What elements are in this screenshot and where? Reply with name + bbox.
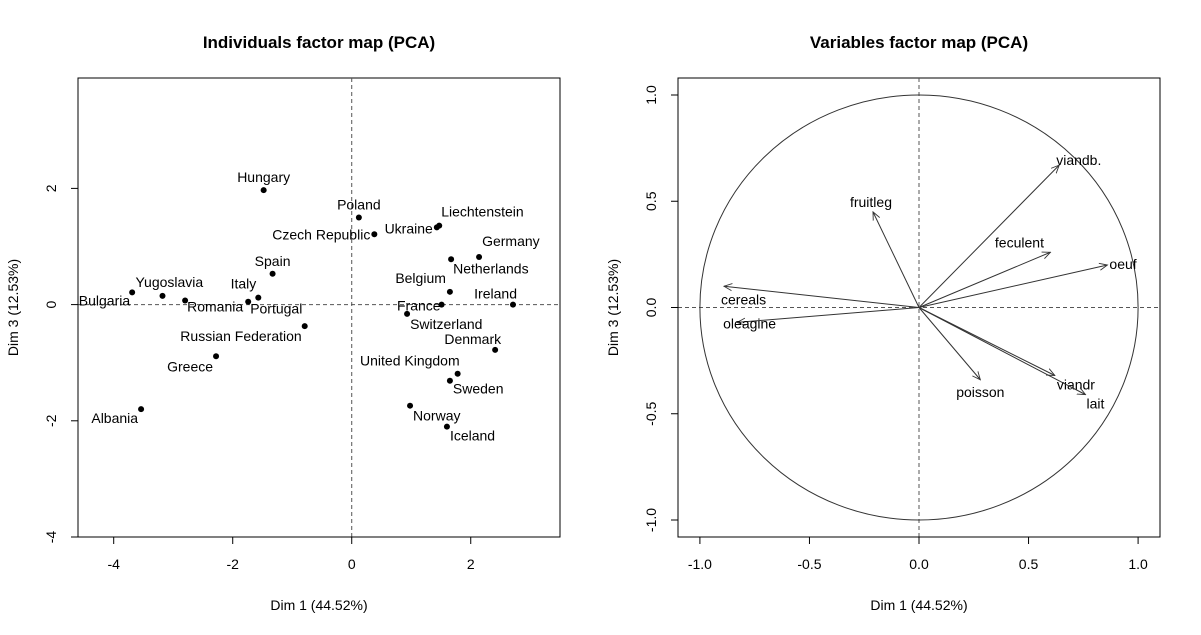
y-tick-label: 0.5 [643, 191, 659, 211]
correlation-circle [699, 94, 1139, 521]
x-tick-label: 1.0 [1128, 556, 1148, 572]
y-axis-label: Dim 3 (12.53%) [605, 259, 621, 356]
plot-frame [77, 77, 561, 538]
variable-arrow [918, 307, 1086, 395]
point-label: Yugoslavia [135, 274, 203, 290]
data-point [182, 297, 189, 304]
variable-arrow [737, 307, 920, 323]
point-label: Liechtenstein [441, 204, 524, 220]
y-tick-label: 0 [43, 300, 59, 308]
data-point [438, 301, 445, 308]
point-label: Ireland [474, 286, 517, 302]
y-tick-label: 2 [43, 184, 59, 192]
variable-label: fruitleg [850, 194, 892, 210]
y-tick-label: -4 [43, 531, 59, 544]
data-point [443, 423, 450, 430]
variable-arrow [918, 165, 1059, 308]
point-label: France [397, 298, 441, 314]
point-label: Czech Republic [272, 226, 370, 242]
data-point [213, 353, 220, 360]
data-point [476, 253, 483, 260]
data-point [509, 301, 516, 308]
x-tick-label: 0 [348, 556, 356, 572]
data-point [255, 294, 262, 301]
point-label: Portugal [250, 301, 302, 317]
data-point [159, 292, 166, 299]
variable-label: viandb. [1056, 152, 1101, 168]
data-point [446, 377, 453, 384]
x-tick-label: -0.5 [797, 556, 821, 572]
variable-arrow [918, 307, 980, 380]
data-point [355, 214, 362, 221]
data-point [245, 298, 252, 305]
variable-arrow [918, 252, 1050, 308]
x-tick-label: 0.0 [909, 556, 929, 572]
y-tick-label: -2 [43, 414, 59, 427]
point-label: Norway [413, 408, 460, 424]
point-label: Italy [231, 276, 257, 292]
variable-arrow [918, 265, 1107, 308]
y-tick-label: -0.5 [643, 401, 659, 425]
point-label: Ukraine [385, 220, 433, 236]
variable-label: feculent [995, 234, 1044, 250]
point-label: Germany [482, 233, 540, 249]
x-tick-label: -1.0 [688, 556, 712, 572]
y-tick-label: 1.0 [643, 85, 659, 105]
data-point [448, 256, 455, 263]
variable-arrow [724, 286, 920, 308]
data-point [454, 370, 461, 377]
x-tick-label: 0.5 [1019, 556, 1039, 572]
y-tick-label: 0.0 [643, 298, 659, 318]
data-point [407, 402, 414, 409]
data-point [129, 289, 136, 296]
y-tick-label: -1.0 [643, 508, 659, 532]
point-label: Albania [91, 410, 138, 426]
point-label: Sweden [453, 381, 504, 397]
variable-label: poisson [956, 384, 1004, 400]
variable-label: cereals [721, 291, 766, 307]
data-point [436, 222, 443, 229]
point-label: Romania [187, 299, 243, 315]
data-point [138, 406, 145, 413]
x-axis-label: Dim 1 (44.52%) [270, 597, 367, 613]
point-label: Bulgaria [79, 292, 131, 308]
individuals-factor-map: Individuals factor map (PCA) -4 -2 0 2 -4 -2 0 2… [5, 33, 561, 613]
x-tick-label: 2 [467, 556, 475, 572]
data-point [301, 323, 308, 330]
x-axis-label: Dim 1 (44.52%) [870, 597, 967, 613]
variable-label: lait [1087, 396, 1105, 412]
point-label: Greece [167, 358, 213, 374]
data-point [260, 187, 267, 194]
data-point [492, 346, 499, 353]
data-point [371, 231, 378, 238]
x-tick-label: -4 [107, 556, 120, 572]
point-label: Netherlands [453, 260, 529, 276]
chart-title: Individuals factor map (PCA) [203, 33, 435, 52]
point-label: Iceland [450, 428, 495, 444]
point-label: Belgium [395, 270, 446, 286]
point-label: Hungary [237, 169, 290, 185]
variable-label: oeuf [1109, 256, 1136, 272]
point-label: Spain [255, 253, 291, 269]
point-label: Poland [337, 196, 381, 212]
variable-arrow [873, 212, 920, 308]
point-label: Switzerland [410, 316, 482, 332]
chart-title: Variables factor map (PCA) [810, 33, 1028, 52]
data-point [446, 288, 453, 295]
variable-label: oleagine [723, 315, 776, 331]
data-point [269, 270, 276, 277]
data-point [404, 310, 411, 317]
point-label: Denmark [444, 331, 502, 347]
variables-factor-map: Variables factor map (PCA) -1.0 -0.5 0.0 0.5… [605, 33, 1161, 613]
point-label: United Kingdom [360, 353, 460, 369]
x-tick-label: -2 [226, 556, 239, 572]
point-label: Russian Federation [180, 328, 301, 344]
y-axis-label: Dim 3 (12.53%) [5, 259, 21, 356]
